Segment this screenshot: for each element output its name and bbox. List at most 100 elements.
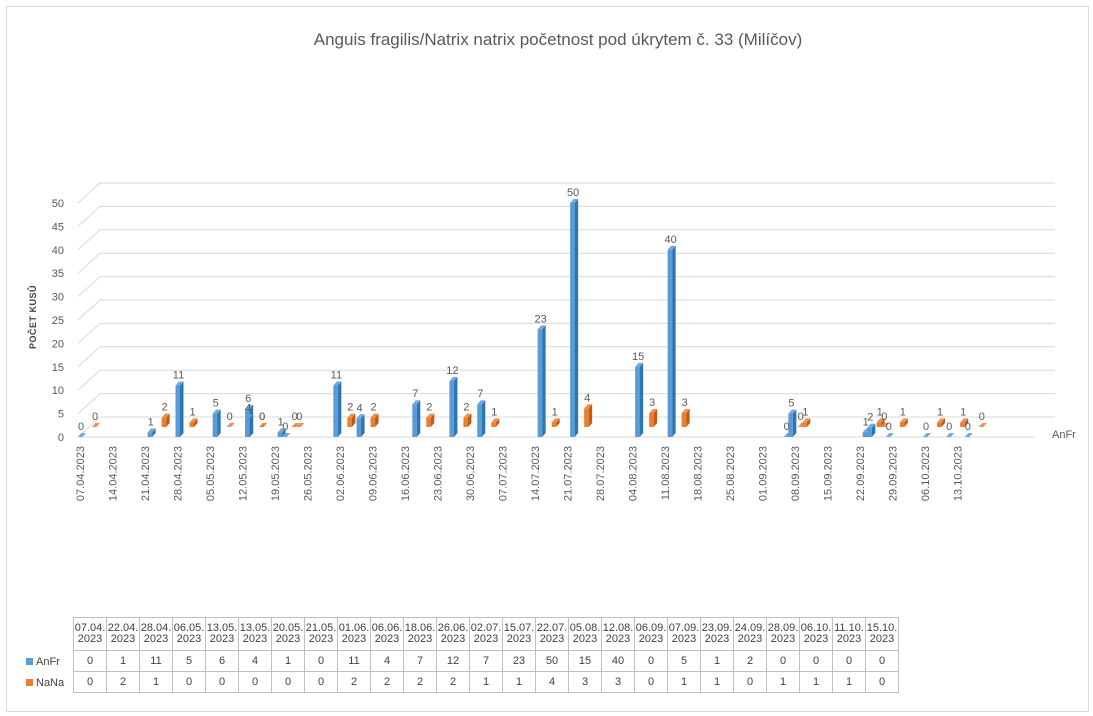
bar-anfr-top <box>477 400 486 405</box>
bar-anfr <box>537 325 546 437</box>
bar-anfr-top <box>333 381 342 386</box>
bar-nana-side <box>941 418 945 427</box>
x-tick-label: 01.09.2023 <box>758 446 770 501</box>
y-tick-label: 40 <box>52 245 64 257</box>
table-cell: 0 <box>634 650 668 672</box>
legend-nana-label: NaNa <box>36 676 65 689</box>
table-header-day: 26.06. <box>437 622 469 634</box>
table-header-year: 2023 <box>143 633 169 645</box>
table-cell: 1 <box>667 671 701 693</box>
y-tick-label: 5 <box>58 409 64 421</box>
table-cell: 1 <box>700 671 734 693</box>
table-header-year: 2023 <box>572 633 598 645</box>
bar-nana <box>802 418 811 427</box>
bar-nana-front <box>802 422 807 427</box>
table-header-day: 23.09. <box>701 622 733 634</box>
table-cell: 5 <box>172 650 206 672</box>
table-header-day: 21.05. <box>305 622 337 634</box>
data-label-anfr: 4 <box>357 402 363 414</box>
data-label-nana: 0 <box>259 411 265 423</box>
bar-nana-front <box>960 422 965 427</box>
bar-anfr-side <box>453 376 458 437</box>
bar-anfr <box>282 433 291 437</box>
data-label-anfr: 0 <box>946 421 952 433</box>
table-header-day: 28.09. <box>767 622 799 634</box>
bar-anfr-front <box>862 432 868 437</box>
data-label-anfr: 0 <box>886 421 892 433</box>
bar-anfr-front <box>570 203 575 437</box>
x-tick-label: 21.07.2023 <box>563 446 575 501</box>
x-tick-label: 04.08.2023 <box>628 446 640 501</box>
bar-nana-top <box>259 423 268 427</box>
bar-nana <box>899 418 908 427</box>
bar-anfr-side <box>672 245 676 437</box>
bar-anfr <box>449 376 458 437</box>
anfr-swatch <box>26 658 33 665</box>
bar-nana-top <box>426 413 435 418</box>
bar-nana-top <box>876 418 885 423</box>
table-header-day: 18.06. <box>404 622 436 634</box>
bar-nana-top <box>881 423 890 427</box>
data-label-anfr: 2 <box>867 412 873 424</box>
gridline <box>77 369 1055 391</box>
table-header-year: 2023 <box>605 633 631 645</box>
bar-anfr <box>147 428 156 437</box>
y-tick-labels: 0 5 10 15 20 25 30 35 40 45 50 <box>52 198 64 444</box>
bar-nana-top <box>937 418 945 423</box>
gridlines <box>77 182 1055 438</box>
bar-anfr-front <box>412 404 417 437</box>
bar-anfr-side <box>180 381 184 437</box>
bar-anfr-front <box>867 427 872 437</box>
data-label-nana: 2 <box>347 402 353 414</box>
x-tick-labels: 07.04.2023 14.04.2023 21.04.2023 28.04.2023… <box>75 446 965 501</box>
table-header-year: 2023 <box>704 633 730 645</box>
table-row-labels: AnFr NaNa <box>26 651 72 693</box>
x-tick-label: 16.06.2023 <box>400 446 412 501</box>
bar-nana-top <box>960 418 969 423</box>
bar-anfr-side <box>416 400 421 437</box>
y-axis-label: POČET KUSŮ <box>27 285 38 349</box>
table-header-cell: 01.06. 2023 <box>337 617 371 651</box>
y-tick-label: 25 <box>52 315 64 327</box>
table-cell: 0 <box>238 671 272 693</box>
table-cell: 1 <box>502 671 536 693</box>
data-label-anfr: 6 <box>245 393 251 405</box>
table-cell: 5 <box>667 650 701 672</box>
legend-anfr-label: AnFr <box>36 655 60 668</box>
bar-nana-side <box>194 418 198 427</box>
bar-anfr-front <box>212 413 218 437</box>
bar-anfr <box>788 409 797 437</box>
data-table: 07.04. 2023 22.04. 2023 28.04. 2023 06.05. 2023… <box>73 617 899 693</box>
table-cell: 11 <box>337 650 371 672</box>
table-header-cell: 20.05. 2023 <box>271 617 305 651</box>
bar-anfr-front <box>147 432 153 437</box>
x-tick-label: 18.08.2023 <box>693 446 705 501</box>
table-header-day: 07.04. <box>74 622 106 634</box>
bar-anfr <box>356 414 365 437</box>
bar-anfr-side <box>639 362 644 437</box>
bar-anfr-front <box>477 404 482 437</box>
bar-anfr-top <box>212 409 221 414</box>
table-header-day: 06.10. <box>800 622 832 634</box>
bar-anfr <box>333 381 342 437</box>
table-cell: 3 <box>601 671 635 693</box>
data-label-anfr: 1 <box>148 416 154 428</box>
bar-anfr-front <box>277 432 283 437</box>
table-cell: 2 <box>436 671 470 693</box>
x-tick-label: 14.07.2023 <box>530 446 542 501</box>
table-header-cell: 26.06. 2023 <box>436 617 470 651</box>
table-header-day: 22.07. <box>536 622 568 634</box>
bar-anfr <box>277 428 286 437</box>
table-cell: 50 <box>535 650 569 672</box>
nana-swatch <box>26 679 33 686</box>
bar-nana <box>226 423 235 427</box>
y-tick-label: 35 <box>52 268 64 280</box>
table-header-year: 2023 <box>836 633 862 645</box>
bar-anfr-side <box>871 423 876 437</box>
table-header-year: 2023 <box>638 633 664 645</box>
bar-nana-side <box>806 418 811 427</box>
x-tick-label: 25.08.2023 <box>725 446 737 501</box>
bar-anfr-side <box>792 409 797 437</box>
bar-nana-top <box>649 408 658 413</box>
bar-anfr-top <box>570 199 579 203</box>
